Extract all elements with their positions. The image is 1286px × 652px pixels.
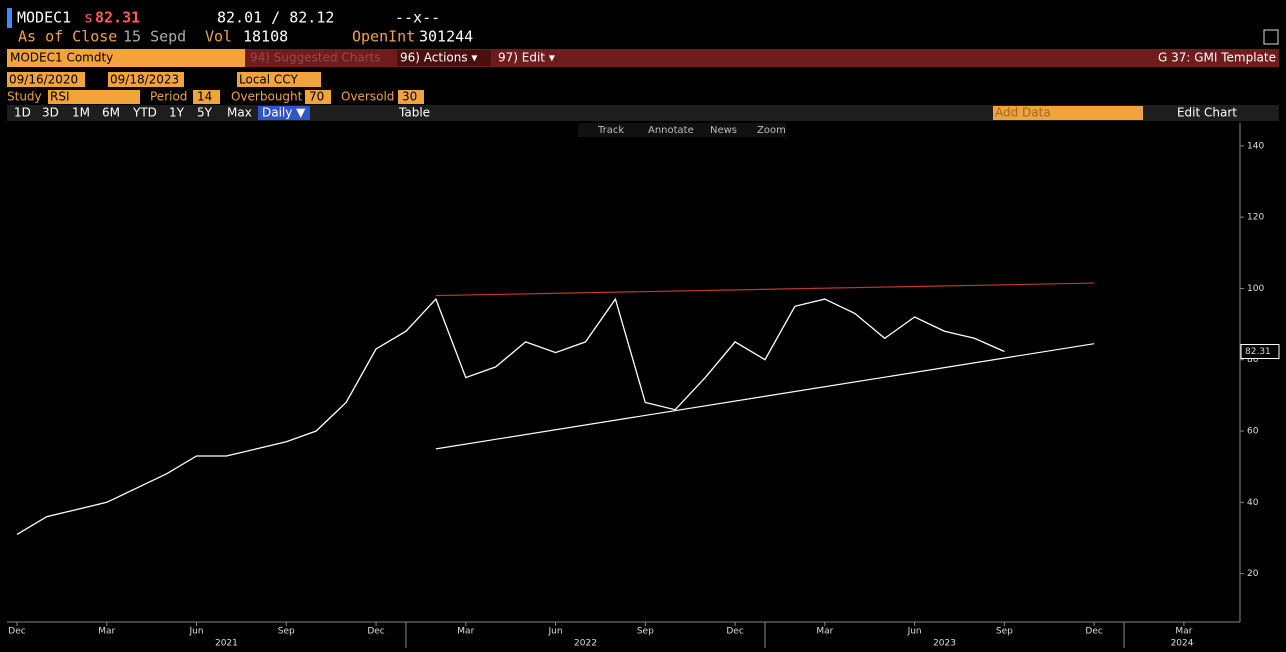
y-tick-label: 100 (1247, 284, 1264, 294)
security-box[interactable] (7, 49, 245, 67)
x-tick-label: Dec (367, 627, 384, 637)
change: --x-- (395, 9, 440, 27)
y-tick-label: 120 (1247, 213, 1264, 223)
period-button[interactable]: 1Y (169, 106, 185, 120)
trendline (435, 282, 1095, 297)
security: MODEC1 Comdty (10, 51, 113, 65)
year-label: 2023 (933, 639, 956, 649)
period-button[interactable]: YTD (132, 106, 157, 120)
x-tick-label: Sep (996, 627, 1013, 637)
add-data[interactable]: Add Data (995, 106, 1051, 120)
frequency[interactable]: Daily ▼ (262, 106, 306, 120)
x-tick-label: Sep (637, 627, 654, 637)
study-name: RSI (50, 90, 70, 104)
price-prefix: s (84, 9, 93, 27)
x-tick-label: Dec (726, 627, 743, 637)
x-tick-label: Dec (8, 627, 25, 637)
period-bar (7, 105, 1279, 121)
chart-tools-bar (578, 123, 786, 137)
chart-tool[interactable]: Zoom (757, 125, 786, 136)
x-tick-label: Jun (548, 627, 563, 637)
x-tick-label: Mar (98, 627, 115, 637)
ccy-box[interactable] (237, 72, 321, 87)
price: 82.31 (95, 9, 140, 27)
x-tick-label: Mar (816, 627, 833, 637)
period: 14 (197, 90, 212, 104)
currency: Local CCY (239, 73, 298, 87)
actions[interactable]: 96) Actions ▾ (400, 51, 477, 65)
popout-icon[interactable] (1263, 29, 1279, 45)
toolbar-bar (245, 49, 1279, 67)
period-button[interactable]: Max (227, 106, 252, 120)
vol-label: Vol (205, 28, 232, 46)
x-tick-label: Jun (188, 627, 203, 637)
period-button[interactable]: 1M (72, 106, 90, 120)
chart-tool[interactable]: Track (597, 125, 624, 136)
year-label: 2022 (574, 639, 597, 649)
study-label: Study (7, 90, 42, 104)
study-box[interactable] (48, 90, 140, 104)
suggested[interactable]: 94) Suggested Charts (250, 51, 381, 65)
period-button[interactable]: 5Y (197, 106, 213, 120)
os-box[interactable] (398, 90, 424, 104)
oi: 301244 (419, 28, 473, 46)
y-tick-label: 80 (1247, 355, 1259, 365)
x-tick-label: Dec (1085, 627, 1102, 637)
chart-tool[interactable]: News (710, 125, 737, 136)
start-box[interactable] (7, 72, 85, 87)
period-button[interactable]: 1D (14, 106, 31, 120)
ticker: MODEC1 (17, 9, 71, 27)
table[interactable]: Table (398, 106, 430, 120)
x-tick-label: Jun (907, 627, 922, 637)
chart-tool[interactable]: Annotate (648, 125, 694, 136)
year-label: 2024 (1171, 639, 1194, 649)
edit-chart[interactable]: Edit Chart (1177, 106, 1237, 120)
template[interactable]: G 37: GMI Template (1158, 51, 1276, 65)
end-box[interactable] (108, 72, 184, 87)
ob: 70 (309, 90, 324, 104)
add-data-box[interactable] (993, 106, 1143, 120)
oi-label: OpenInt (352, 28, 415, 46)
period-button[interactable]: 3D (42, 106, 59, 120)
actions-box[interactable] (397, 50, 491, 66)
trendline (435, 343, 1095, 450)
period-label: Period (150, 90, 187, 104)
y-tick-label: 20 (1247, 569, 1259, 579)
x-tick-label: Mar (1175, 627, 1192, 637)
x-tick-label: Sep (278, 627, 295, 637)
end-date: 09/18/2023 (110, 73, 179, 87)
as-of: As of Close (18, 28, 117, 46)
os-label: Oversold (341, 90, 394, 104)
start-date: 09/16/2020 (9, 73, 78, 87)
period-box[interactable] (193, 90, 220, 104)
period-button[interactable]: 6M (102, 106, 120, 120)
edit[interactable]: 97) Edit ▾ (498, 51, 555, 65)
y-tick-label: 140 (1247, 141, 1264, 151)
marker (7, 8, 12, 28)
os: 30 (402, 90, 417, 104)
y-tick-label: 40 (1247, 498, 1259, 508)
date: 15 Sepd (123, 28, 186, 46)
price-line (16, 297, 1005, 535)
last-value-box (1240, 344, 1280, 360)
y-tick-label: 60 (1247, 427, 1259, 437)
bid-ask: 82.01 / 82.12 (217, 9, 334, 27)
last-value-label: 82.31 (1245, 347, 1271, 357)
ob-box[interactable] (305, 90, 331, 104)
frequency-box[interactable] (258, 106, 310, 120)
x-tick-label: Mar (457, 627, 474, 637)
ob-label: Overbought (231, 90, 303, 104)
vol: 18108 (243, 28, 288, 46)
year-label: 2021 (215, 639, 238, 649)
